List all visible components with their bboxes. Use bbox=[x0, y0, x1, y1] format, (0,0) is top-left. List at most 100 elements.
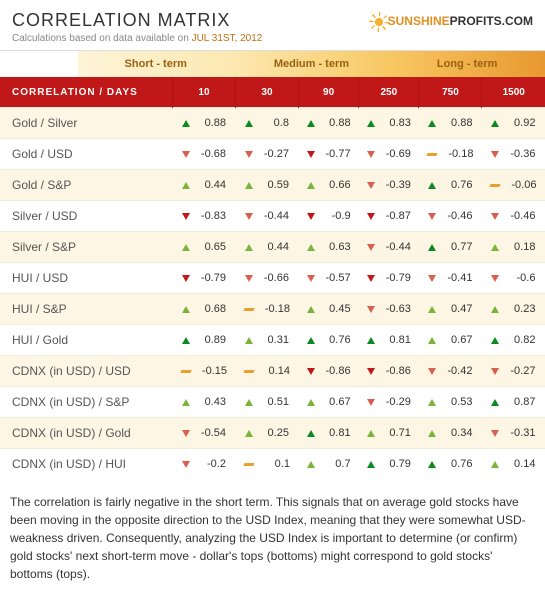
trend-arrow-icon bbox=[428, 399, 436, 406]
trend-arrow-icon bbox=[307, 244, 315, 251]
col-header: 10 bbox=[173, 77, 236, 108]
corr-cell: -0.46 bbox=[419, 201, 482, 232]
corr-value: -0.63 bbox=[381, 303, 411, 315]
table-row: Gold / S&P0.440.590.66-0.390.76-0.06 bbox=[0, 170, 545, 201]
footer-text: The correlation is fairly negative in th… bbox=[0, 479, 545, 599]
corr-cell: -0.15 bbox=[173, 356, 236, 387]
trend-arrow-icon bbox=[307, 213, 315, 220]
trend-arrow-icon bbox=[245, 213, 253, 220]
row-label: HUI / Gold bbox=[0, 325, 173, 356]
table-row: HUI / USD-0.79-0.66-0.57-0.79-0.41-0.6 bbox=[0, 263, 545, 294]
corr-value: -0.6 bbox=[505, 272, 535, 284]
corr-value: -0.79 bbox=[196, 272, 226, 284]
corr-value: 0.31 bbox=[259, 334, 289, 346]
trend-arrow-icon bbox=[307, 182, 315, 189]
trend-arrow-icon bbox=[428, 182, 436, 189]
corr-value: -0.46 bbox=[505, 210, 535, 222]
corr-cell: -0.69 bbox=[359, 139, 419, 170]
corr-cell: 0.89 bbox=[173, 325, 236, 356]
table-row: Silver / USD-0.83-0.44-0.9-0.87-0.46-0.4… bbox=[0, 201, 545, 232]
trend-arrow-icon bbox=[245, 275, 253, 282]
corr-value: 0.79 bbox=[381, 458, 411, 470]
corr-cell: 0.67 bbox=[419, 325, 482, 356]
row-label: CDNX (in USD) / Gold bbox=[0, 418, 173, 449]
row-label: HUI / S&P bbox=[0, 294, 173, 325]
corr-cell: 0.59 bbox=[235, 170, 298, 201]
corr-value: 0.45 bbox=[321, 303, 351, 315]
subtitle-prefix: Calculations based on data available on bbox=[12, 33, 192, 44]
table-row: CDNX (in USD) / Gold-0.540.250.810.710.3… bbox=[0, 418, 545, 449]
corr-cell: 0.44 bbox=[235, 232, 298, 263]
corr-value: 0.34 bbox=[442, 427, 472, 439]
table-row: Silver / S&P0.650.440.63-0.440.770.18 bbox=[0, 232, 545, 263]
corr-value: 0.71 bbox=[381, 427, 411, 439]
corr-value: -0.69 bbox=[381, 148, 411, 160]
corr-value: -0.18 bbox=[260, 303, 290, 315]
corr-cell: 0.53 bbox=[419, 387, 482, 418]
corr-cell: 0.43 bbox=[173, 387, 236, 418]
corr-cell: -0.44 bbox=[359, 232, 419, 263]
corr-value: -0.86 bbox=[321, 365, 351, 377]
corr-value: -0.54 bbox=[196, 427, 226, 439]
corr-value: 0.14 bbox=[505, 458, 535, 470]
corr-cell: 0.25 bbox=[235, 418, 298, 449]
subtitle: Calculations based on data available on … bbox=[12, 33, 533, 44]
data-date: JUL 31ST, 2012 bbox=[192, 33, 263, 44]
corr-value: 0.51 bbox=[259, 396, 289, 408]
corr-value: -0.86 bbox=[381, 365, 411, 377]
trend-arrow-icon bbox=[307, 337, 315, 344]
row-label: Gold / S&P bbox=[0, 170, 173, 201]
trend-arrow-icon bbox=[182, 306, 190, 313]
corr-value: 0.76 bbox=[442, 458, 472, 470]
trend-arrow-icon bbox=[428, 337, 436, 344]
corr-cell: 0.63 bbox=[298, 232, 358, 263]
trend-arrow-icon bbox=[367, 461, 375, 468]
logo-sunshine: SUNSHINE bbox=[388, 14, 450, 28]
corr-cell: 0.47 bbox=[419, 294, 482, 325]
corr-cell: -0.2 bbox=[173, 449, 236, 480]
row-label: CDNX (in USD) / USD bbox=[0, 356, 173, 387]
col-header: 90 bbox=[298, 77, 358, 108]
trend-arrow-icon bbox=[182, 399, 190, 406]
corr-cell: 0.51 bbox=[235, 387, 298, 418]
logo-profits: PROFITS.COM bbox=[450, 14, 533, 28]
corr-cell: -0.77 bbox=[298, 139, 358, 170]
table-row: HUI / S&P0.68-0.180.45-0.630.470.23 bbox=[0, 294, 545, 325]
trend-arrow-icon bbox=[367, 182, 375, 189]
trend-arrow-icon bbox=[245, 430, 253, 437]
row-label: HUI / USD bbox=[0, 263, 173, 294]
trend-arrow-icon bbox=[428, 306, 436, 313]
corr-cell: -0.86 bbox=[298, 356, 358, 387]
corr-value: 0.14 bbox=[260, 365, 290, 377]
corr-cell: 0.7 bbox=[298, 449, 358, 480]
corr-value: 0.88 bbox=[321, 117, 351, 129]
corr-cell: -0.18 bbox=[235, 294, 298, 325]
corr-cell: 0.65 bbox=[173, 232, 236, 263]
trend-arrow-icon bbox=[243, 463, 254, 466]
correlation-table: CORRELATION / DAYS1030902507501500 Gold … bbox=[0, 77, 545, 479]
corr-value: 0.25 bbox=[259, 427, 289, 439]
corr-cell: -0.27 bbox=[235, 139, 298, 170]
corr-cell: 0.31 bbox=[235, 325, 298, 356]
row-label: Silver / USD bbox=[0, 201, 173, 232]
trend-arrow-icon bbox=[367, 275, 375, 282]
trend-arrow-icon bbox=[182, 213, 190, 220]
corr-value: -0.79 bbox=[381, 272, 411, 284]
corr-value: 0.44 bbox=[259, 241, 289, 253]
corr-value: -0.36 bbox=[505, 148, 535, 160]
corr-value: 0.47 bbox=[442, 303, 472, 315]
trend-arrow-icon bbox=[491, 120, 499, 127]
trend-arrow-icon bbox=[245, 399, 253, 406]
row-label: Silver / S&P bbox=[0, 232, 173, 263]
trend-arrow-icon bbox=[307, 399, 315, 406]
corr-value: 0.44 bbox=[196, 179, 226, 191]
table-row: CDNX (in USD) / HUI-0.20.10.70.790.760.1… bbox=[0, 449, 545, 480]
brand-logo: SUNSHINEPROFITS.COM bbox=[372, 14, 533, 29]
trend-arrow-icon bbox=[428, 430, 436, 437]
corr-value: 0.53 bbox=[442, 396, 472, 408]
term-medium: Medium - term bbox=[234, 51, 390, 77]
corr-value: 0.89 bbox=[196, 334, 226, 346]
corr-cell: -0.6 bbox=[482, 263, 545, 294]
corr-cell: 0.1 bbox=[235, 449, 298, 480]
corr-cell: 0.76 bbox=[298, 325, 358, 356]
